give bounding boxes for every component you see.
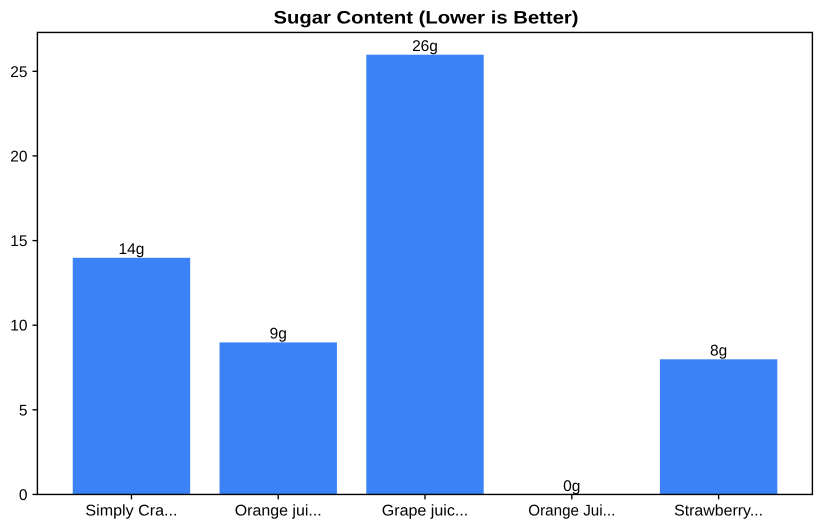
svg-text:Orange Jui...: Orange Jui... (528, 503, 615, 520)
svg-text:Simply Cra...: Simply Cra... (85, 503, 177, 520)
svg-text:20: 20 (10, 148, 28, 165)
svg-text:Grape juic...: Grape juic... (382, 503, 469, 520)
svg-text:Orange jui...: Orange jui... (235, 503, 322, 520)
svg-text:9g: 9g (270, 326, 287, 343)
svg-text:10: 10 (10, 318, 28, 335)
svg-text:15: 15 (10, 233, 27, 250)
svg-text:Strawberry...: Strawberry... (674, 503, 763, 520)
svg-text:5: 5 (19, 402, 28, 419)
svg-text:8g: 8g (710, 343, 727, 360)
svg-text:26g: 26g (412, 38, 438, 55)
svg-text:0g: 0g (563, 478, 580, 495)
svg-text:Sugar Content (Lower is Better: Sugar Content (Lower is Better) (274, 8, 579, 28)
svg-text:14g: 14g (119, 241, 145, 258)
svg-text:25: 25 (10, 64, 27, 81)
svg-text:0: 0 (19, 487, 28, 504)
